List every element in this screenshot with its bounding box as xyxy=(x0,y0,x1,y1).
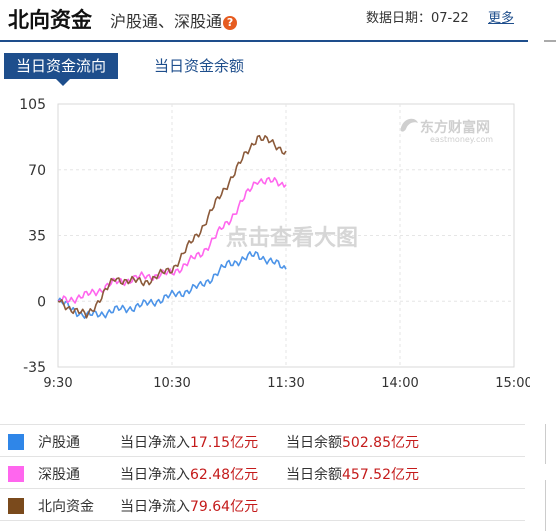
legend-row-sz: 深股通 当日净流入62.48亿元 当日余额457.52亿元 xyxy=(0,456,525,488)
series-line xyxy=(57,176,287,304)
balance-label: 当日余额 xyxy=(286,435,342,451)
divider xyxy=(545,480,546,531)
flow-value: 79.64亿元 xyxy=(190,499,259,515)
x-tick-label: 10:30 xyxy=(153,376,190,391)
balance-value: 502.85亿元 xyxy=(342,435,419,451)
legend-name: 沪股通 xyxy=(38,435,80,451)
y-tick-label: 105 xyxy=(19,97,46,113)
balance-value: 457.52亿元 xyxy=(342,467,419,483)
divider xyxy=(545,424,546,464)
x-tick-label: 11:30 xyxy=(267,376,304,391)
legend-table: 沪股通 当日净流入17.15亿元 当日余额502.85亿元 深股通 当日净流入6… xyxy=(0,424,525,521)
view-large-overlay[interactable]: 点击查看大图 xyxy=(226,225,358,251)
legend-balance: 当日余额502.85亿元 xyxy=(286,432,419,452)
watermark: 东方财富网 eastmoney.com xyxy=(400,118,493,144)
flow-label: 当日净流入 xyxy=(120,467,190,483)
y-tick-label: 70 xyxy=(28,163,46,179)
legend-name: 北向资金 xyxy=(38,499,94,515)
data-date: 数据日期：07-22 xyxy=(366,11,469,26)
subtitle-text: 沪股通、深股通 xyxy=(110,12,223,31)
series-line xyxy=(57,134,287,319)
y-tick-label: 35 xyxy=(28,229,46,245)
legend-row-sh: 沪股通 当日净流入17.15亿元 当日余额502.85亿元 xyxy=(0,424,525,456)
grid-lines xyxy=(58,104,514,367)
balance-label: 当日余额 xyxy=(286,467,342,483)
legend-swatch xyxy=(8,434,24,450)
more-link[interactable]: 更多 xyxy=(488,11,515,26)
legend-balance: 当日余额457.52亿元 xyxy=(286,464,419,484)
flow-label: 当日净流入 xyxy=(120,499,190,515)
legend-name: 深股通 xyxy=(38,467,80,483)
series-lines xyxy=(57,134,287,319)
page-title: 北向资金 xyxy=(8,8,92,32)
legend-flow: 当日净流入79.64亿元 xyxy=(120,496,258,516)
page-header: 北向资金 沪股通、深股通? 数据日期：07-22 更多 xyxy=(0,0,528,42)
flow-value: 17.15亿元 xyxy=(190,435,259,451)
page-subtitle: 沪股通、深股通? xyxy=(110,8,238,32)
x-axis-ticks: 9:30 10:30 11:30 14:00 15:00 xyxy=(43,376,530,391)
x-tick-label: 15:00 xyxy=(495,376,530,391)
tab-daily-balance[interactable]: 当日资金余额 xyxy=(154,57,245,75)
tab-active-indicator xyxy=(56,79,70,86)
watermark-brand: 东方财富网 xyxy=(420,119,490,136)
tab-daily-flow[interactable]: 当日资金流向 xyxy=(4,53,118,79)
legend-swatch xyxy=(8,498,24,514)
flow-chart[interactable]: 东方财富网 eastmoney.com 点击查看大图 105 70 35 0 -35 9… xyxy=(0,92,530,392)
x-tick-label: 9:30 xyxy=(43,376,72,391)
x-tick-label: 14:00 xyxy=(381,376,418,391)
legend-flow: 当日净流入17.15亿元 xyxy=(120,432,258,452)
y-tick-label: -35 xyxy=(23,360,46,376)
question-icon[interactable]: ? xyxy=(223,16,238,30)
legend-row-north: 北向资金 当日净流入79.64亿元 xyxy=(0,488,525,521)
watermark-domain: eastmoney.com xyxy=(430,135,493,144)
series-line xyxy=(57,251,287,319)
y-tick-label: 0 xyxy=(37,294,46,310)
y-axis-ticks: 105 70 35 0 -35 xyxy=(19,97,46,376)
flow-label: 当日净流入 xyxy=(120,435,190,451)
legend-flow: 当日净流入62.48亿元 xyxy=(120,464,258,484)
flow-value: 62.48亿元 xyxy=(190,467,259,483)
eastmoney-logo-icon xyxy=(400,118,418,132)
legend-swatch xyxy=(8,466,24,482)
divider xyxy=(544,40,556,42)
